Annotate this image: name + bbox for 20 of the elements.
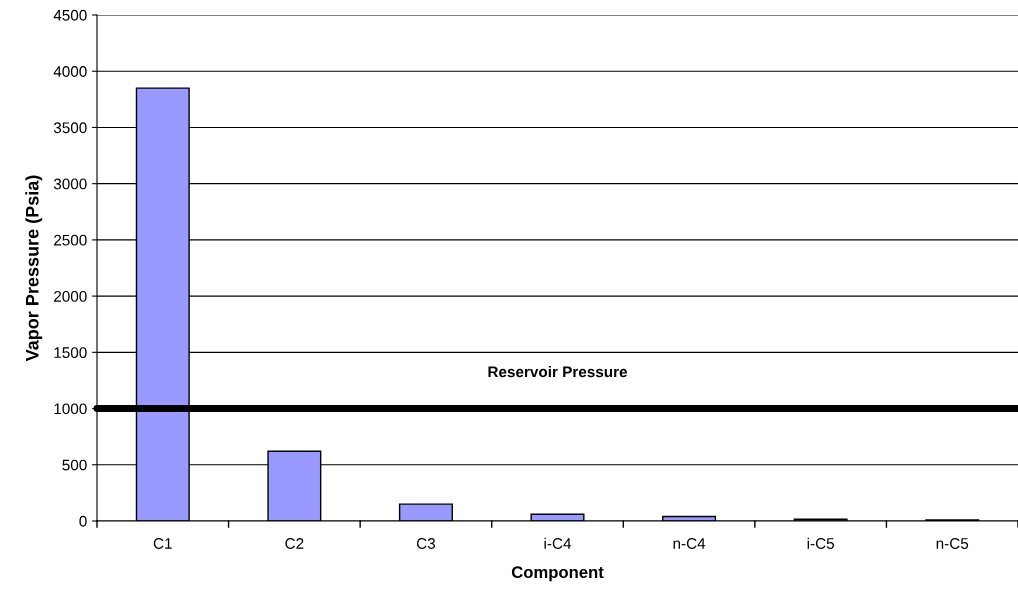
x-tick-label: n-C4 — [673, 538, 706, 549]
x-tick-label: i-C5 — [807, 537, 835, 549]
y-tick-label: 3500 — [53, 122, 87, 134]
x-axis-title: Component — [511, 566, 604, 582]
x-tick-label: C2 — [285, 538, 304, 549]
y-tick-label: 1500 — [54, 347, 87, 359]
y-tick-label: 3000 — [53, 178, 87, 190]
ref-line-label: Reservoir Pressure — [488, 366, 628, 378]
y-tick-label: 2500 — [54, 234, 87, 246]
x-tick-label: C3 — [416, 538, 436, 549]
y-tick-label: 4000 — [53, 66, 87, 77]
y-axis-title: Vapor Pressure (Psia) — [25, 175, 43, 362]
y-tick-label: 1000 — [54, 403, 87, 415]
y-tick-label: 2000 — [54, 290, 87, 302]
y-tick-label: 0 — [79, 515, 87, 527]
y-tick-label: 500 — [62, 459, 87, 471]
x-tick-label: i-C4 — [544, 537, 572, 549]
x-tick-label: n-C5 — [936, 538, 969, 549]
x-tick-label: C1 — [153, 538, 172, 549]
y-tick-label: 4500 — [53, 9, 87, 21]
